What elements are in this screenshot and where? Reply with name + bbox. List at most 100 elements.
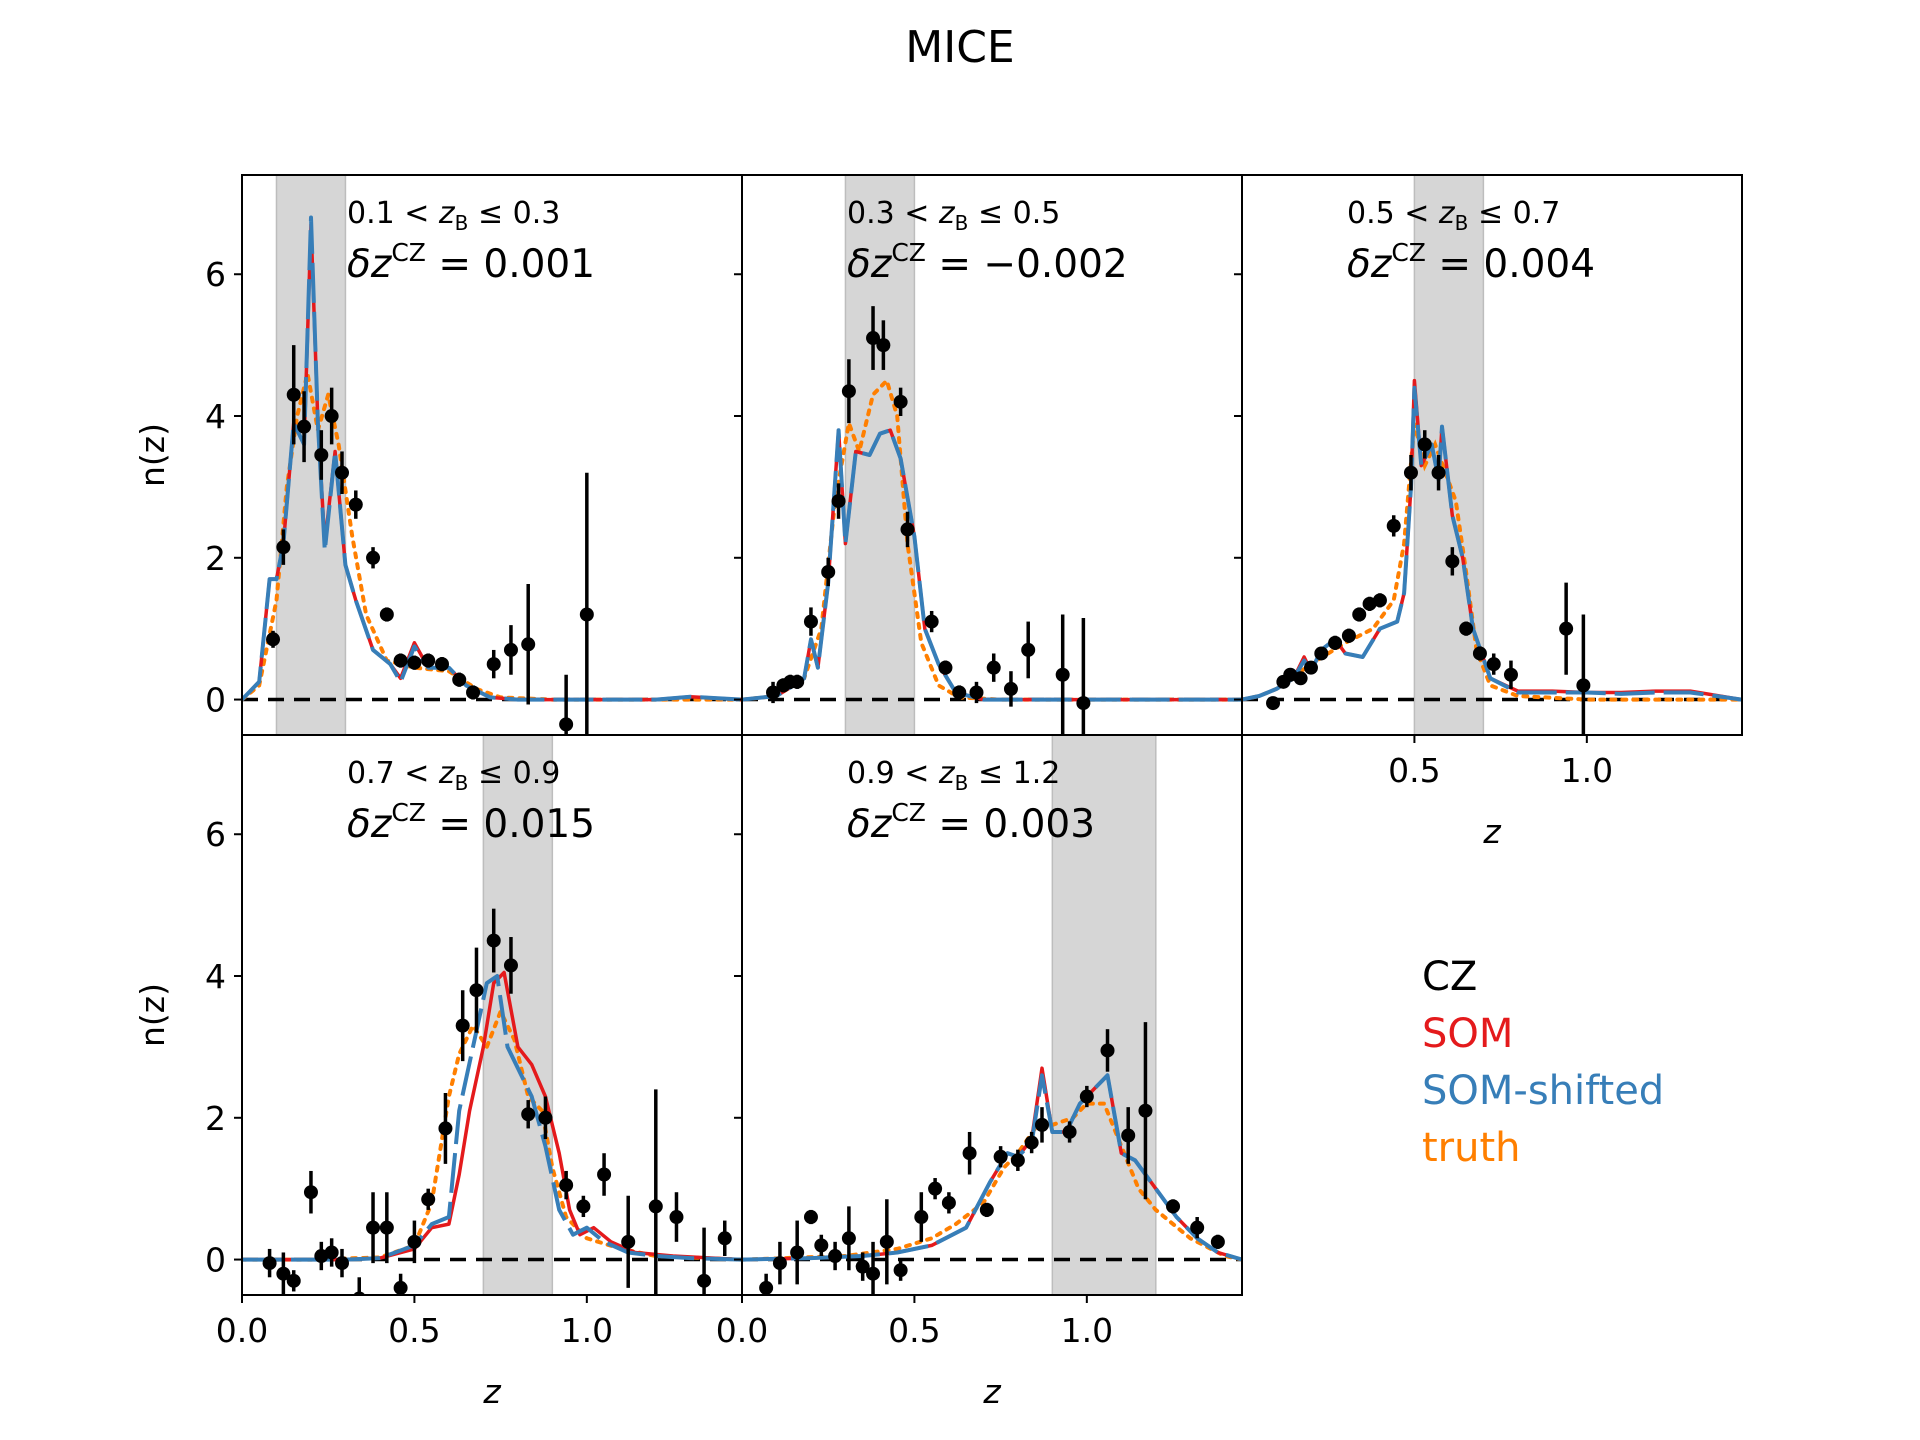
bin-z: z — [438, 196, 456, 231]
som-line — [242, 970, 742, 1262]
cz-point — [1055, 667, 1070, 682]
bin-z: z — [438, 756, 456, 791]
y-tick-label: 2 — [205, 539, 226, 578]
cz-point — [579, 607, 594, 622]
cz-point — [452, 672, 467, 687]
cz-point — [1576, 678, 1591, 693]
cz-point — [1266, 696, 1281, 711]
plot-area — [742, 175, 1242, 735]
cz-point — [841, 384, 856, 399]
cz-point — [421, 1192, 436, 1207]
cz-point — [1138, 1103, 1153, 1118]
bin-subscript: B — [955, 211, 969, 235]
cz-point — [1035, 1117, 1049, 1132]
cz-point — [1486, 657, 1501, 672]
cz-point — [324, 409, 339, 424]
plot-area — [1242, 175, 1742, 735]
dz-value: = 0.015 — [426, 802, 595, 847]
cz-point — [297, 419, 312, 434]
cz-point — [1559, 621, 1574, 636]
x-tick-label: 1.0 — [561, 1311, 613, 1350]
chart-title: MICE — [905, 22, 1014, 73]
bin-hi: ≤ 0.7 — [1468, 196, 1560, 231]
cz-point — [821, 564, 836, 579]
som-shifted-line — [242, 974, 742, 1262]
cz-point — [455, 1018, 470, 1033]
cz-point — [790, 674, 805, 689]
cz-point — [831, 494, 846, 509]
x-axis-label: z — [982, 1372, 1001, 1411]
cz-point — [353, 1291, 366, 1295]
cz-point — [1024, 1135, 1039, 1150]
dz-symbol: δz — [347, 242, 393, 287]
cz-point — [1403, 465, 1418, 480]
cz-point — [1010, 1153, 1025, 1168]
cz-point — [924, 614, 939, 629]
y-tick-label: 0 — [205, 1241, 226, 1280]
cz-point — [941, 1195, 956, 1210]
plot-area — [242, 735, 742, 1295]
bin-label: 0.9 < zB ≤ 1.2 — [847, 756, 1060, 795]
x-tick-label: 1.0 — [1561, 751, 1613, 790]
cz-point — [1503, 667, 1518, 682]
som-shifted-line — [742, 1073, 1242, 1262]
cz-point — [1003, 681, 1018, 696]
plot-area — [742, 735, 1242, 1295]
cz-point — [286, 387, 301, 402]
dz-superscript: CZ — [391, 798, 426, 827]
bin-label: 0.7 < zB ≤ 0.9 — [347, 756, 560, 795]
bin-z: z — [938, 756, 956, 791]
cz-point — [503, 958, 518, 973]
cz-point — [466, 685, 481, 700]
bin-hi: ≤ 0.3 — [468, 196, 560, 231]
x-tick-label: 1.0 — [1061, 1311, 1113, 1350]
cz-point — [697, 1273, 712, 1288]
cz-point — [938, 660, 953, 675]
cz-point — [866, 1266, 881, 1281]
plot-area — [242, 175, 742, 735]
cz-point — [893, 394, 908, 409]
cz-point — [803, 614, 818, 629]
bin-lo: 0.1 < — [347, 196, 439, 231]
panel-frame — [741, 734, 1243, 1296]
cz-point — [879, 1234, 894, 1249]
bin-lo: 0.7 < — [347, 756, 439, 791]
y-tick-label: 0 — [205, 681, 226, 720]
cz-point — [766, 685, 781, 700]
cz-point — [1459, 621, 1474, 636]
cz-point — [1100, 1043, 1115, 1058]
cz-point — [348, 497, 363, 512]
cz-point — [366, 1220, 381, 1235]
cz-point — [1021, 642, 1036, 657]
cz-point — [559, 717, 574, 732]
cz-point — [928, 1181, 943, 1196]
cz-point — [814, 1238, 829, 1253]
dz-superscript: CZ — [891, 798, 926, 827]
cz-point — [1079, 1089, 1094, 1104]
cz-point — [276, 1266, 291, 1281]
dz-label: δzCZ = 0.001 — [347, 238, 595, 287]
x-axis-label: z — [482, 1372, 501, 1411]
cz-point — [407, 1234, 422, 1249]
som-line — [742, 1066, 1242, 1262]
cz-point — [986, 660, 1001, 675]
cz-point — [421, 653, 436, 668]
cz-point — [559, 1178, 574, 1193]
x-tick-label: 0.0 — [716, 1311, 768, 1350]
cz-point — [914, 1210, 929, 1225]
bin-subscript: B — [455, 211, 469, 235]
cz-point — [1076, 696, 1091, 711]
cz-point — [1210, 1234, 1225, 1249]
cz-point — [1314, 646, 1329, 661]
cz-point — [393, 653, 408, 668]
cz-point — [803, 1210, 818, 1225]
cz-point — [866, 331, 881, 346]
cz-point — [790, 1245, 805, 1260]
bin-subscript: B — [455, 771, 469, 795]
truth-line — [742, 376, 1242, 702]
cz-point — [1352, 607, 1367, 622]
bin-hi: ≤ 1.2 — [968, 756, 1060, 791]
cz-point — [1431, 465, 1446, 480]
cz-point — [1293, 671, 1308, 686]
